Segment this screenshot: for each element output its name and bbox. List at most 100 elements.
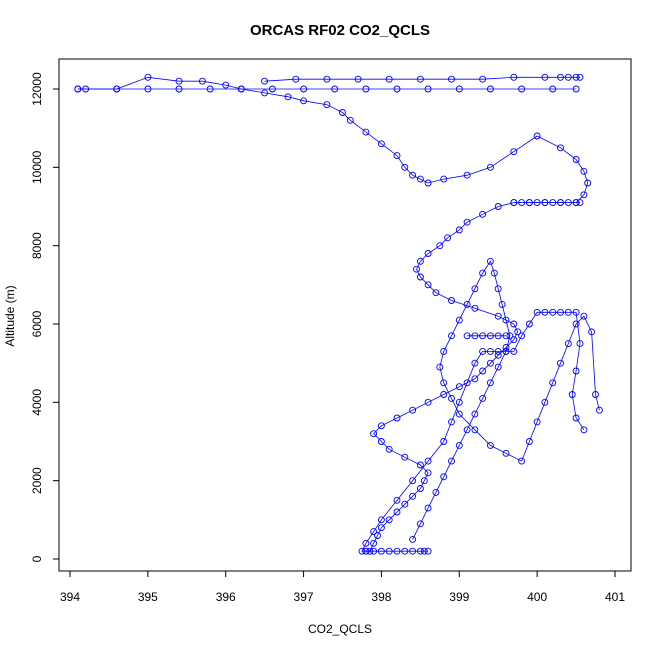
data-point — [420, 477, 428, 485]
data-point — [580, 191, 588, 199]
data-point — [471, 410, 479, 418]
data-point — [424, 85, 432, 93]
data-point — [377, 438, 385, 445]
data-point — [393, 152, 401, 160]
series-line — [77, 76, 589, 552]
data-point — [588, 328, 596, 336]
data-point — [564, 199, 572, 207]
data-point — [346, 116, 354, 124]
data-point — [409, 492, 417, 500]
axis-layer: 394 395 396 397 398 399 400 401 0 2000 4000 6000 800… — [30, 72, 625, 604]
data-point — [514, 328, 522, 336]
data-point — [463, 300, 471, 308]
data-point — [572, 308, 580, 316]
data-point — [549, 308, 557, 316]
data-point — [572, 73, 580, 81]
data-series-2 — [358, 308, 588, 555]
x-tick-label: 401 — [605, 590, 625, 604]
data-point — [541, 73, 549, 81]
data-point — [471, 375, 479, 383]
data-point — [370, 539, 378, 547]
data-point — [479, 269, 487, 277]
data-point — [393, 496, 401, 504]
data-point — [486, 379, 494, 387]
data-point — [576, 340, 584, 348]
x-tick-label: 395 — [138, 590, 158, 604]
data-point — [479, 332, 487, 340]
data-point — [455, 226, 463, 234]
data-point — [424, 469, 432, 477]
data-point — [572, 320, 580, 328]
data-point — [580, 167, 588, 175]
data-point — [533, 308, 541, 316]
data-point — [416, 520, 424, 528]
data-point — [440, 175, 448, 183]
data-point — [572, 414, 580, 422]
data-point — [393, 414, 401, 422]
data-point — [479, 347, 487, 355]
data-point — [424, 457, 432, 465]
y-tick-label: 8000 — [30, 232, 44, 259]
data-point — [362, 547, 370, 555]
data-point — [362, 539, 370, 547]
data-point — [486, 441, 494, 449]
data-point — [261, 89, 269, 97]
data-point — [323, 101, 331, 109]
data-point — [479, 367, 487, 375]
data-point — [506, 332, 514, 340]
data-point — [518, 332, 526, 340]
data-point — [541, 308, 549, 316]
data-point — [533, 199, 541, 207]
data-point — [370, 430, 378, 438]
data-point — [557, 73, 564, 81]
data-point — [502, 316, 510, 324]
data-point — [436, 242, 444, 250]
data-point — [377, 422, 385, 430]
data-point — [580, 312, 588, 320]
x-tick-label: 399 — [449, 590, 469, 604]
data-point — [261, 77, 269, 85]
data-point — [455, 383, 463, 391]
data-point — [584, 179, 592, 187]
data-point — [416, 461, 424, 469]
data-point — [490, 269, 498, 277]
data-point — [463, 426, 471, 434]
data-point — [432, 488, 440, 496]
data-series-3 — [409, 257, 603, 543]
data-point — [377, 547, 385, 555]
data-point — [370, 547, 378, 555]
y-tick-label: 10000 — [30, 150, 44, 184]
data-point — [393, 85, 401, 93]
data-layer — [74, 73, 603, 555]
data-point — [518, 457, 526, 465]
data-point — [448, 457, 455, 465]
data-point — [557, 308, 564, 316]
y-axis-label: Altitude (m) — [3, 285, 17, 346]
data-point — [572, 199, 580, 207]
data-point — [440, 391, 448, 398]
data-point — [557, 199, 564, 207]
data-point — [284, 93, 292, 101]
data-point — [510, 73, 518, 81]
y-tick-label: 6000 — [30, 310, 44, 337]
data-point — [206, 85, 214, 93]
data-point — [595, 406, 603, 414]
data-point — [494, 203, 502, 210]
data-series-5 — [261, 73, 584, 85]
data-point — [377, 140, 385, 148]
y-tick-label: 12000 — [30, 72, 44, 106]
data-point — [568, 391, 576, 398]
data-point — [494, 285, 502, 293]
data-point — [385, 547, 393, 555]
data-point — [564, 308, 572, 316]
data-point — [416, 485, 424, 492]
data-point — [494, 347, 502, 355]
data-point — [222, 81, 230, 89]
data-point — [393, 547, 401, 555]
data-point — [339, 109, 346, 116]
data-point — [486, 347, 494, 355]
data-point — [486, 332, 494, 340]
data-point — [525, 199, 533, 207]
data-point — [572, 85, 580, 93]
